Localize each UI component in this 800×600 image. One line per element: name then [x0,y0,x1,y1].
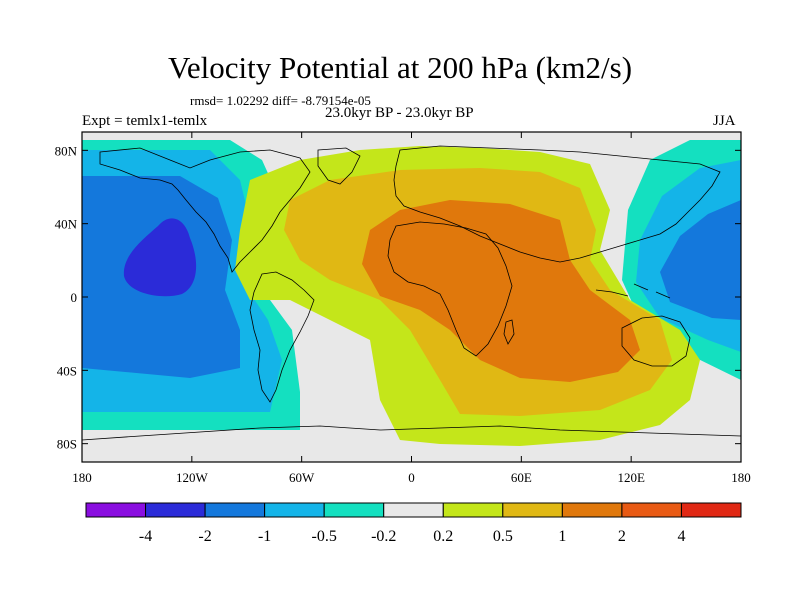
coast-australia [621,315,691,367]
colorbar-swatch [323,502,385,518]
colorbar-swatch [204,502,266,518]
coast-africa [387,221,513,357]
colorbar: -4 -2 -1 -0.5 -0.2 0.2 0.5 1 2 4 [85,502,742,545]
axis-ticks: 180 120W 60W 0 60E 120E 180 80N 40N 0 40S 80S [55,132,751,485]
x-tick-label: 0 [408,470,415,485]
y-tick-label: 80S [57,437,77,452]
y-tick-label: 40S [57,363,77,378]
x-tick-label: 120E [617,470,645,485]
colorbar-swatch [442,502,504,518]
colorbar-swatch [383,502,444,518]
y-tick-label: 0 [71,290,78,305]
colorbar-label: 4 [677,528,685,545]
coast-madagascar [503,319,515,345]
colorbar-swatch [502,502,563,518]
coast-greenland [317,147,361,185]
colorbar-label: -0.5 [312,528,337,545]
x-tick-label: 60E [511,470,532,485]
colorbar-label: -1 [258,528,271,545]
coast-indonesia [595,283,671,299]
experiment-label: Expt = temlx1-temlx [82,113,208,129]
y-tick-label: 80N [55,143,78,158]
contour-field [82,132,741,462]
contour-pos-1 [362,200,640,382]
coast-eurasia [393,145,721,263]
colorbar-swatch [85,502,147,518]
coast-antarctica [82,425,741,441]
contour-neg-1-east [660,200,741,320]
colorbar-label: -0.2 [371,528,396,545]
coast-north-america [99,147,311,273]
coast-south-america [249,271,315,403]
x-tick-label: 180 [731,470,751,485]
colorbar-label: -4 [139,528,152,545]
colorbar-swatch [561,502,623,518]
colorbar-swatch [680,502,742,518]
contour-neg-2-west [123,218,197,297]
y-tick-label: 40N [55,217,78,232]
plot-title: Velocity Potential at 200 hPa (km2/s) [167,50,633,85]
colorbar-swatch [264,502,325,518]
x-tick-label: 180 [72,470,92,485]
stats-label: rmsd= 1.02292 diff= -8.79154e-05 [190,93,371,108]
season-label: JJA [713,113,736,129]
colorbar-label: -2 [198,528,211,545]
colorbar-label: 0.5 [493,528,513,545]
colorbar-label: 0.2 [433,528,453,545]
period-label: 23.0kyr BP - 23.0kyr BP [325,105,474,121]
x-tick-label: 60W [289,470,315,485]
colorbar-label: 1 [558,528,566,545]
colorbar-label: 2 [618,528,626,545]
x-tick-label: 120W [176,470,209,485]
colorbar-swatch [145,502,206,518]
colorbar-swatch [621,502,682,518]
coastlines [82,145,741,441]
